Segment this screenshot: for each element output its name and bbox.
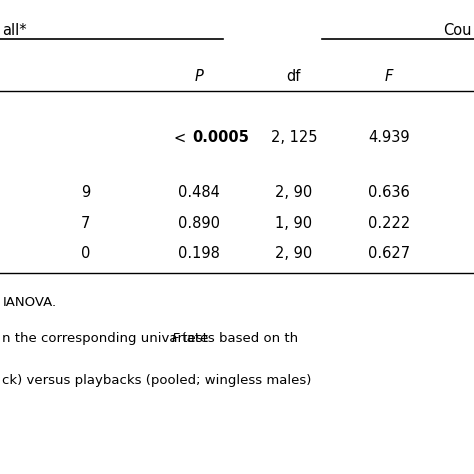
- Text: 2, 125: 2, 125: [271, 130, 317, 146]
- Text: tests based on th: tests based on th: [177, 332, 298, 345]
- Text: 0.890: 0.890: [178, 216, 220, 231]
- Text: P: P: [195, 69, 203, 84]
- Text: n the corresponding univariate: n the corresponding univariate: [2, 332, 213, 345]
- Text: df: df: [287, 69, 301, 84]
- Text: 0.636: 0.636: [368, 185, 410, 200]
- Text: 0.484: 0.484: [178, 185, 220, 200]
- Text: 9: 9: [81, 185, 90, 200]
- Text: 0.627: 0.627: [368, 246, 410, 262]
- Text: F: F: [384, 69, 393, 84]
- Text: IANOVA.: IANOVA.: [2, 296, 56, 309]
- Text: 4.939: 4.939: [368, 130, 410, 146]
- Text: 1, 90: 1, 90: [275, 216, 312, 231]
- Text: 0.0005: 0.0005: [192, 130, 249, 146]
- Text: 0.222: 0.222: [367, 216, 410, 231]
- Text: 0.198: 0.198: [178, 246, 220, 262]
- Text: all*: all*: [2, 23, 27, 38]
- Text: 0: 0: [81, 246, 90, 262]
- Text: 7: 7: [81, 216, 90, 231]
- Text: ck) versus playbacks (pooled; wingless males): ck) versus playbacks (pooled; wingless m…: [2, 374, 312, 387]
- Text: <: <: [173, 130, 185, 146]
- Text: Cou: Cou: [443, 23, 472, 38]
- Text: 2, 90: 2, 90: [275, 185, 312, 200]
- Text: 2, 90: 2, 90: [275, 246, 312, 262]
- Text: F: F: [172, 332, 179, 345]
